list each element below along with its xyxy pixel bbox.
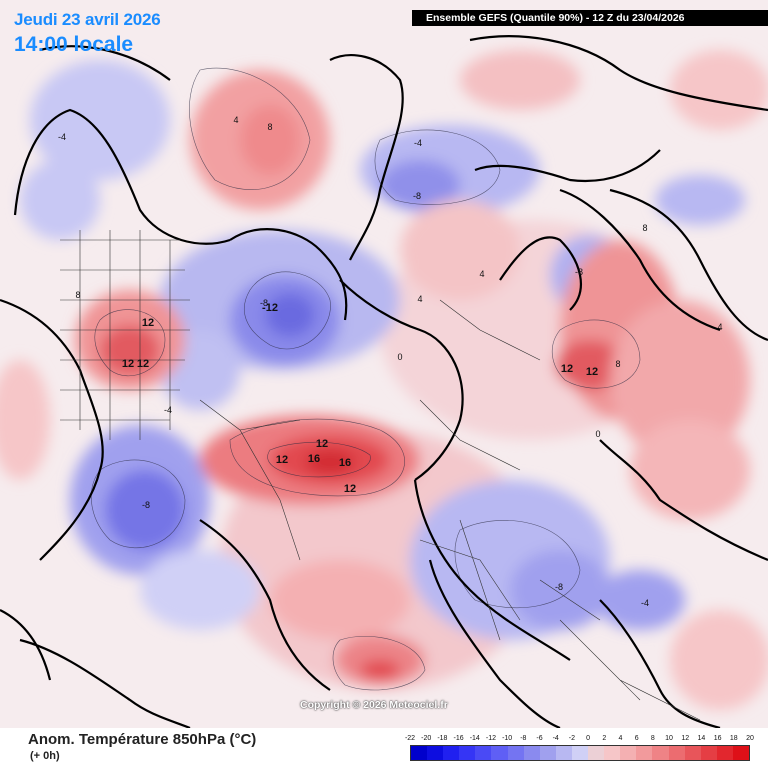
- legend-tick-label: 10: [665, 735, 673, 742]
- legend-swatch: [555, 746, 572, 760]
- legend-swatch: [571, 746, 589, 760]
- legend-swatch: [604, 746, 621, 760]
- legend-swatch: [459, 746, 476, 760]
- forecast-date: Jeudi 23 avril 2026: [14, 10, 161, 29]
- legend-tick-label: 0: [586, 735, 591, 742]
- contour-value-label: 8: [642, 223, 647, 233]
- contour-value-label: 12: [586, 366, 598, 378]
- legend-tick-label: 4: [618, 735, 623, 742]
- legend-tick-label: 16: [713, 735, 722, 742]
- contour-value-label: 16: [339, 457, 351, 469]
- copyright-text: Copyright © 2026 Meteociel.fr: [300, 699, 448, 711]
- footer-panel: Anom. Température 850hPa (°C) (+ 0h) -22…: [0, 728, 768, 768]
- contour-value-label: -8: [142, 500, 150, 510]
- legend-swatch: [539, 746, 556, 760]
- legend-tick-label: -2: [568, 735, 576, 742]
- anomaly-fill-layer: [0, 50, 768, 710]
- anomaly-map: 8 8 12 12 12 -12 -8 12 16 16 12 12 12 12 8 -8 -8 -8 -8 -4 -4…: [0, 0, 768, 728]
- legend-swatch: [668, 746, 685, 760]
- legend-tick-label: 2: [602, 735, 607, 742]
- contour-value-label: -8: [555, 582, 563, 592]
- contour-value-label: 4: [233, 115, 238, 125]
- legend-swatch: [475, 746, 492, 760]
- contour-value-label: -8: [260, 298, 268, 308]
- legend-tick-label: 14: [697, 735, 706, 742]
- legend-swatch: [684, 746, 701, 760]
- contour-value-label: 0: [397, 352, 402, 362]
- legend-swatch: [716, 746, 733, 760]
- contour-value-label: 4: [717, 322, 722, 332]
- legend-swatch: [652, 746, 669, 760]
- contour-value-label: 8: [615, 359, 620, 369]
- legend-swatch: [491, 746, 508, 760]
- run-info-banner: Ensemble GEFS (Quantile 90%) - 12 Z du 2…: [412, 10, 768, 26]
- contour-value-label: 12: [344, 483, 356, 495]
- legend-swatch: [732, 746, 749, 760]
- contour-value-label: 4: [479, 269, 484, 279]
- legend-swatch: [700, 746, 717, 760]
- contour-value-label: -4: [58, 132, 66, 142]
- legend-tick-label: 18: [729, 735, 738, 742]
- forecast-local-time: 14:00 locale: [14, 33, 134, 56]
- contour-value-label: 8: [267, 122, 272, 132]
- contour-value-label: -4: [641, 598, 649, 608]
- contour-value-label: -4: [164, 405, 172, 415]
- contour-value-label: 16: [308, 453, 320, 465]
- contour-value-label: -12: [262, 302, 278, 314]
- legend-tick-label: -12: [485, 735, 496, 742]
- legend-tick-label: 12: [681, 735, 690, 742]
- legend-swatch: [620, 746, 637, 760]
- legend-swatch: [588, 746, 605, 760]
- legend-tick-label: -8: [520, 735, 527, 742]
- legend-tick-label: 20: [746, 735, 754, 742]
- legend-tick-label: 8: [650, 735, 655, 742]
- border-layer: [60, 230, 701, 721]
- legend-swatch: [507, 746, 524, 760]
- legend-tick-label: -6: [536, 735, 543, 742]
- contour-value-label: 12: [316, 438, 328, 450]
- legend-swatch: [523, 746, 540, 760]
- contour-value-label: 4: [417, 294, 422, 304]
- contour-value-label: 8: [75, 290, 80, 300]
- contour-value-label: 12: [142, 317, 154, 329]
- color-legend: [410, 745, 750, 761]
- legend-tick-label: -18: [437, 735, 448, 742]
- contour-value-label: -8: [413, 191, 421, 201]
- legend-tick-label: -16: [453, 735, 464, 742]
- legend-swatch: [443, 746, 460, 760]
- contour-value-label: 12: [561, 363, 573, 375]
- legend-tick-label: 6: [634, 735, 639, 742]
- legend-tick-label: -22: [404, 735, 416, 742]
- contour-value-label: -4: [414, 138, 422, 148]
- legend-tick-label: -14: [469, 735, 480, 742]
- contour-value-label: -8: [575, 267, 583, 277]
- contour-layer: [90, 67, 641, 691]
- legend-tick-label: -10: [502, 735, 513, 742]
- contour-value-label: 12: [122, 358, 134, 370]
- legend-tick-row: -22 -20 -18 -16 -14 -12 -10 -8 -6 -4 -2 0 2 4 6 8 10 12 14…: [405, 735, 760, 745]
- legend-swatch: [427, 746, 444, 760]
- lead-time: (+ 0h): [30, 750, 60, 762]
- contour-value-label: 0: [595, 429, 600, 439]
- legend-swatch: [636, 746, 653, 760]
- coastline-layer: [0, 35, 768, 728]
- variable-title: Anom. Température 850hPa (°C): [28, 731, 257, 748]
- legend-tick-label: -20: [421, 735, 432, 742]
- contour-value-label: 12: [137, 358, 149, 370]
- legend-tick-label: -4: [552, 735, 559, 742]
- contour-value-label: 12: [276, 454, 288, 466]
- legend-swatch: [411, 746, 428, 760]
